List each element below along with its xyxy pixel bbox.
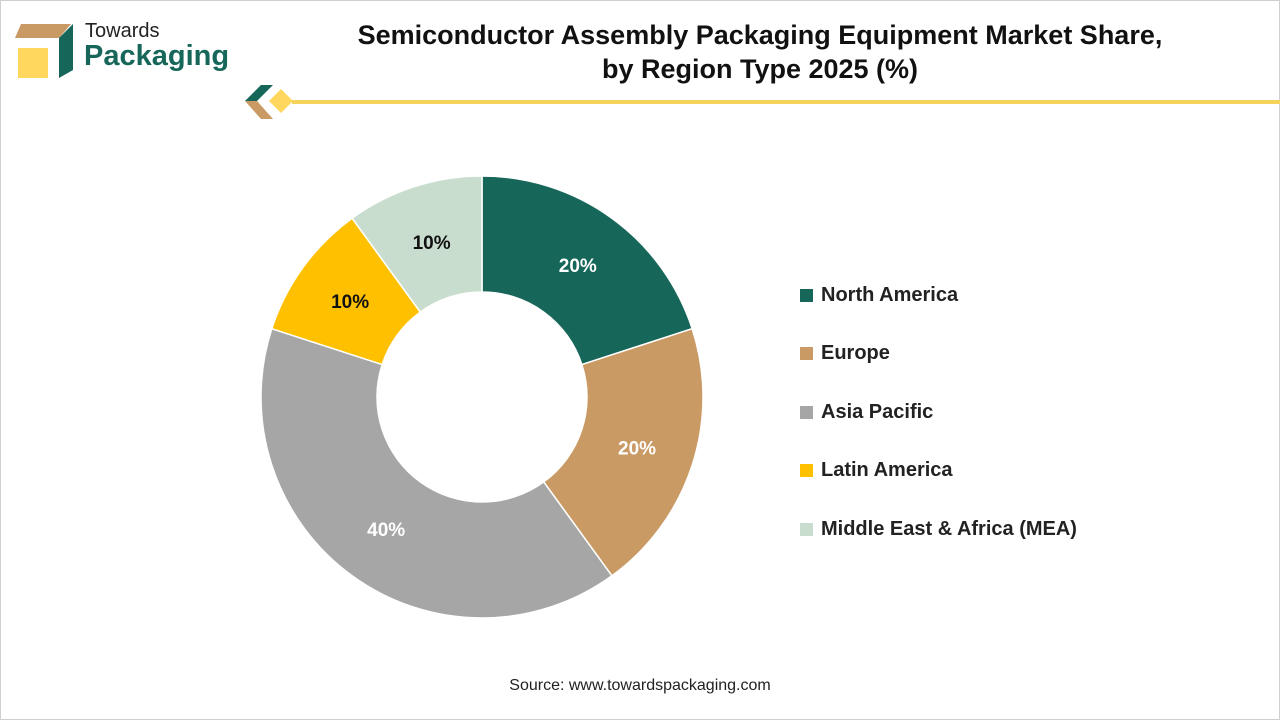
title-line-1: Semiconductor Assembly Packaging Equipme…: [357, 20, 1163, 50]
legend-label: Europe: [821, 342, 890, 365]
slice-asia-pacific: [260, 327, 613, 619]
legend-item: North America: [800, 266, 1077, 325]
title-rule: [292, 100, 1280, 104]
legend-swatch: [800, 347, 813, 361]
divider-ornament-icon: [245, 85, 293, 119]
legend-swatch: [800, 522, 813, 536]
legend-swatch: [800, 288, 813, 302]
logo-text-towards: Towards: [85, 20, 160, 42]
source-note: Source: www.towardspackaging.com: [509, 677, 771, 694]
legend-item: Europe: [800, 325, 1077, 384]
chart-title: Semiconductor Assembly Packaging Equipme…: [240, 18, 1280, 86]
legend: North America Europe Asia Pacific Latin Ame…: [800, 266, 1077, 559]
data-label: 20%: [618, 438, 656, 459]
legend-label: North America: [821, 283, 959, 306]
legend-label: Middle East & Africa (MEA): [821, 517, 1077, 540]
data-label: 10%: [413, 233, 451, 254]
legend-swatch: [800, 464, 813, 478]
legend-label: Latin America: [821, 459, 953, 482]
legend-item: Latin America: [800, 442, 1077, 501]
data-label: 40%: [367, 520, 405, 541]
data-label: 20%: [559, 256, 597, 277]
data-label: 10%: [331, 292, 369, 313]
slice-north-america: [481, 175, 694, 366]
legend-item: Middle East & Africa (MEA): [800, 500, 1077, 559]
legend-label: Asia Pacific: [821, 400, 934, 423]
logo-text-packaging: Packaging: [84, 40, 230, 72]
logo-icon: [15, 24, 73, 78]
title-line-2: by Region Type 2025 (%): [601, 54, 919, 84]
slice-europe: [542, 327, 704, 577]
slice-middle-east-africa-mea-: [351, 175, 483, 314]
legend-swatch: [800, 405, 813, 419]
legend-item: Asia Pacific: [800, 383, 1077, 442]
